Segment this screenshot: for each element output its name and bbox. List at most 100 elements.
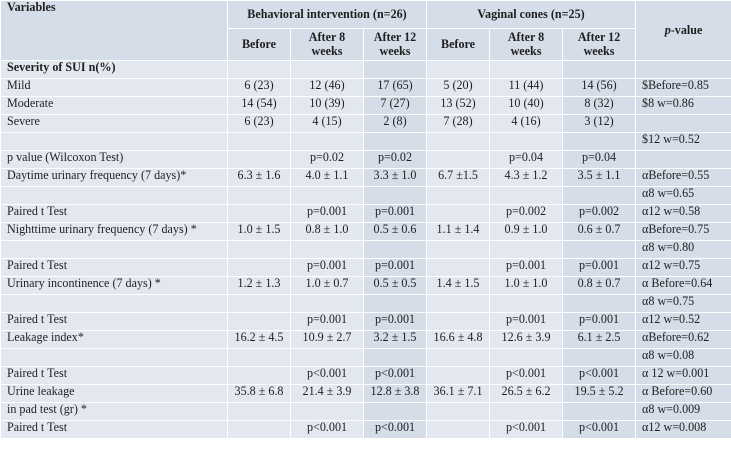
cell-value: 16.2 ± 4.5 xyxy=(227,330,291,349)
cell-value: 36.1 ± 7.1 xyxy=(426,384,491,403)
cell-value: p=0.001 xyxy=(489,312,564,331)
table-row: Paired t Test p<0.001 p<0.001 p<0.001 p<0.00… xyxy=(0,366,731,385)
row-label: Paired t Test xyxy=(0,420,228,439)
row-label: Moderate xyxy=(0,96,228,115)
cell-value: p=0.02 xyxy=(362,150,428,169)
cell-value: 13 (52) xyxy=(426,96,491,115)
table-row: p value (Wilcoxon Test) p=0.02 p=0.02 p=0.0… xyxy=(0,150,731,169)
cell-p-value: α12 w=0.58 xyxy=(635,204,731,223)
cell-value: p=0.001 xyxy=(489,258,564,277)
table-row: α8 w=0.65 xyxy=(0,186,731,205)
cell-value xyxy=(290,186,364,205)
row-label: Paired t Test xyxy=(0,258,228,277)
cell-p-value xyxy=(635,150,731,169)
cell-p-value: α8 w=0.75 xyxy=(635,294,731,313)
table-row: Daytime urinary frequency (7 days)* 6.3 ±… xyxy=(0,168,731,187)
row-label xyxy=(0,240,228,259)
cell-value xyxy=(426,312,491,331)
cell-value: 12 (46) xyxy=(290,78,364,97)
cell-value: 12.6 ± 3.9 xyxy=(489,330,564,349)
cell-value: p<0.001 xyxy=(290,366,364,385)
row-label: p value (Wilcoxon Test) xyxy=(0,150,228,169)
cell-value: 6.7 ±1.5 xyxy=(426,168,491,187)
cell-p-value: $12 w=0.52 xyxy=(635,132,731,151)
cell-value xyxy=(562,294,637,313)
header-variables: Variables xyxy=(0,0,228,61)
row-label: in pad test (gr) * xyxy=(0,402,228,421)
cell-value xyxy=(227,294,291,313)
cell-value: 6.1 ± 2.5 xyxy=(562,330,637,349)
header-sub-0: Before xyxy=(227,28,291,61)
cell-value xyxy=(227,186,291,205)
cell-value xyxy=(489,186,564,205)
table-row: Leakage index* 16.2 ± 4.5 10.9 ± 2.7 3.2 ± … xyxy=(0,330,731,349)
cell-value: p<0.001 xyxy=(562,366,637,385)
cell-value xyxy=(489,402,564,421)
cell-value xyxy=(426,294,491,313)
table-row: α8 w=0.08 xyxy=(0,348,731,367)
cell-p-value: αBefore=0.55 xyxy=(635,168,731,187)
cell-p-value xyxy=(635,60,731,79)
cell-value xyxy=(426,420,491,439)
cell-value xyxy=(362,294,428,313)
cell-value: 0.5 ± 0.5 xyxy=(362,276,428,295)
cell-value xyxy=(426,258,491,277)
table-row: Nighttime urinary frequency (7 days) * 1.… xyxy=(0,222,731,241)
cell-value xyxy=(562,402,637,421)
row-label: Mild xyxy=(0,78,228,97)
row-label: Urine leakage xyxy=(0,384,228,403)
cell-value: 5 (20) xyxy=(426,78,491,97)
cell-value: 3.2 ± 1.5 xyxy=(362,330,428,349)
cell-value xyxy=(290,402,364,421)
results-table: Variables Behavioral intervention (n=26)… xyxy=(0,0,731,439)
row-label xyxy=(0,294,228,313)
cell-value: 19.5 ± 5.2 xyxy=(562,384,637,403)
cell-value: 10.9 ± 2.7 xyxy=(290,330,364,349)
row-label: Nighttime urinary frequency (7 days) * xyxy=(0,222,228,241)
header-group-behavioral: Behavioral intervention (n=26) xyxy=(226,0,428,29)
cell-value: p=0.002 xyxy=(489,204,564,223)
cell-value: 6.3 ± 1.6 xyxy=(227,168,291,187)
cell-value: 1.0 ± 1.5 xyxy=(227,222,291,241)
cell-value xyxy=(562,186,637,205)
cell-p-value: α Before=0.64 xyxy=(635,276,731,295)
cell-value: 14 (54) xyxy=(227,96,291,115)
cell-value: p=0.04 xyxy=(562,150,637,169)
cell-value xyxy=(227,348,291,367)
row-label xyxy=(0,348,228,367)
cell-value xyxy=(290,60,364,79)
cell-p-value: α8 w=0.80 xyxy=(635,240,731,259)
row-label: Paired t Test xyxy=(0,312,228,331)
table-row: Paired t Test p=0.001 p=0.001 p=0.001 p=0.00… xyxy=(0,258,731,277)
row-label: Paired t Test xyxy=(0,204,228,223)
cell-value: p<0.001 xyxy=(290,420,364,439)
cell-value xyxy=(227,312,291,331)
cell-value: 0.6 ± 0.7 xyxy=(562,222,637,241)
cell-value xyxy=(227,366,291,385)
cell-value: 17 (65) xyxy=(362,78,428,97)
cell-value xyxy=(227,402,291,421)
table-row: Paired t Test p=0.001 p=0.001 p=0.001 p=0.00… xyxy=(0,312,731,331)
cell-value: 1.0 ± 0.7 xyxy=(290,276,364,295)
cell-value: 3.5 ± 1.1 xyxy=(562,168,637,187)
cell-value xyxy=(426,60,491,79)
cell-value xyxy=(426,150,491,169)
cell-value: 4 (15) xyxy=(290,114,364,133)
table-row: Urine leakage 35.8 ± 6.8 21.4 ± 3.9 12.8 ± … xyxy=(0,384,731,403)
cell-value xyxy=(227,150,291,169)
cell-value xyxy=(426,240,491,259)
row-label: Severe xyxy=(0,114,228,133)
table-row: Severity of SUI n(%) xyxy=(0,60,731,79)
table-row: in pad test (gr) * α8 w=0.009 xyxy=(0,402,731,421)
table-row: Severe 6 (23) 4 (15) 2 (8) 7 (28) 4 (16) 3 (12… xyxy=(0,114,731,133)
cell-p-value: α12 w=0.52 xyxy=(635,312,731,331)
row-label xyxy=(0,132,228,151)
cell-p-value: $Before=0.85 xyxy=(635,78,731,97)
cell-value: 6 (23) xyxy=(227,78,291,97)
cell-value xyxy=(362,186,428,205)
cell-value: 4.0 ± 1.1 xyxy=(290,168,364,187)
cell-value xyxy=(227,204,291,223)
header-sub-1: After 8 weeks xyxy=(290,28,364,61)
cell-value: p=0.001 xyxy=(362,312,428,331)
cell-value xyxy=(290,348,364,367)
